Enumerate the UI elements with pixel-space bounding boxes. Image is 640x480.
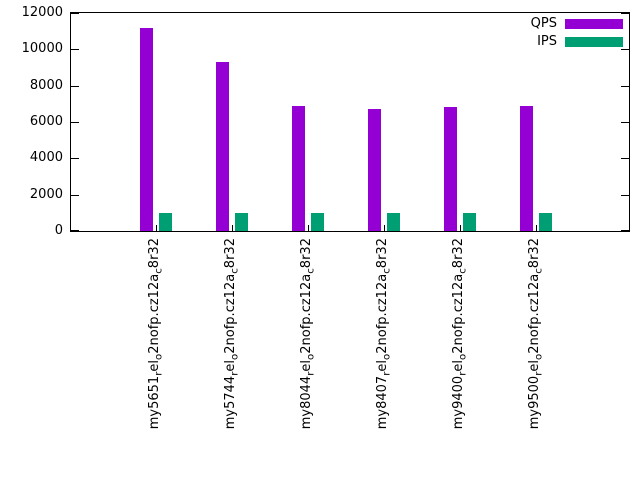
ips-bar bbox=[159, 212, 172, 231]
ips-bar bbox=[463, 212, 476, 231]
y-tick-label: 6000 bbox=[29, 114, 63, 129]
x-tick-mark bbox=[308, 225, 309, 231]
legend-row: IPS bbox=[531, 34, 623, 50]
y-tick-label: 12000 bbox=[21, 5, 63, 20]
plot-area: QPS IPS 0 2000 4000 6000 8000 10000 12000 bbox=[22, 5, 630, 238]
qps-bar bbox=[444, 106, 457, 231]
y-tick-label: 10000 bbox=[21, 41, 63, 57]
y-tick-label: 4000 bbox=[29, 150, 63, 166]
x-category-label: my9500relo2nofp.cz12ac8r32 bbox=[527, 238, 545, 430]
legend-label: QPS bbox=[530, 16, 557, 31]
y-tick-mark bbox=[71, 230, 79, 231]
qps-bar bbox=[520, 105, 533, 231]
y-tick-label: 8000 bbox=[29, 77, 63, 93]
legend-swatch bbox=[565, 37, 623, 47]
qps-bar bbox=[292, 105, 305, 231]
ips-bar bbox=[387, 212, 400, 231]
y-tick-mark bbox=[71, 85, 79, 87]
legend-label: IPS bbox=[537, 34, 557, 49]
x-category-label: my8044relo2nofp.cz12ac8r32 bbox=[299, 238, 317, 430]
y-tick-mark bbox=[621, 85, 629, 87]
y-tick-mark bbox=[621, 49, 629, 51]
qps-bar bbox=[140, 27, 153, 231]
ips-bar bbox=[539, 212, 552, 231]
x-category-label: my9400relo2nofp.cz12ac8r32 bbox=[451, 238, 469, 430]
y-tick-label: 2000 bbox=[29, 186, 63, 202]
ips-bar bbox=[311, 212, 324, 231]
y-tick-mark bbox=[71, 122, 79, 123]
y-tick-mark bbox=[621, 158, 629, 160]
x-tick-mark bbox=[384, 225, 385, 231]
y-tick-label: 0 bbox=[54, 223, 63, 238]
y-tick-mark bbox=[71, 194, 79, 196]
ips-bar bbox=[235, 212, 248, 231]
y-tick-mark bbox=[71, 158, 79, 160]
y-tick-mark bbox=[71, 13, 79, 14]
x-category-label: my5744relo2nofp.cz12ac8r32 bbox=[223, 238, 241, 430]
legend-row: QPS bbox=[531, 16, 623, 32]
x-tick-mark bbox=[536, 225, 537, 231]
x-tick-mark bbox=[232, 225, 233, 231]
chart-legend: QPS IPS bbox=[531, 16, 623, 50]
x-tick-mark bbox=[156, 225, 157, 231]
qps-bar bbox=[216, 62, 229, 231]
y-tick-mark bbox=[621, 230, 629, 231]
x-category-label: my5651relo2nofp.cz12ac8r32 bbox=[147, 238, 165, 430]
y-tick-mark bbox=[621, 122, 629, 123]
qps-bar bbox=[368, 109, 381, 231]
y-tick-mark bbox=[71, 49, 79, 51]
x-tick-mark bbox=[460, 225, 461, 231]
y-tick-mark bbox=[621, 194, 629, 196]
x-category-label: my8407relo2nofp.cz12ac8r32 bbox=[375, 238, 393, 430]
legend-swatch bbox=[565, 19, 623, 29]
y-tick-mark bbox=[621, 13, 629, 14]
